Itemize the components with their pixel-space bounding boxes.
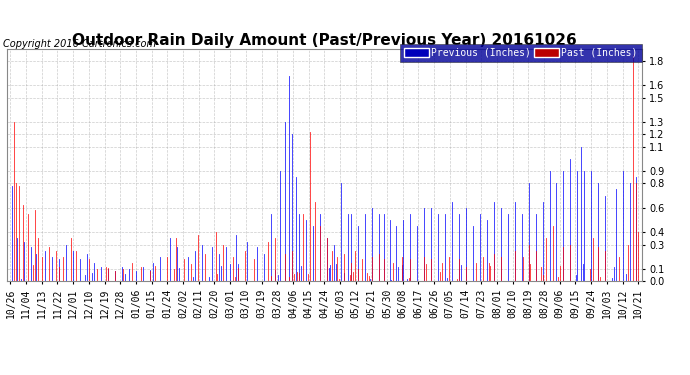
Text: Copyright 2016 Cartronics.com: Copyright 2016 Cartronics.com <box>3 39 157 50</box>
Legend: Previous (Inches), Past (Inches): Previous (Inches), Past (Inches) <box>400 44 642 62</box>
Title: Outdoor Rain Daily Amount (Past/Previous Year) 20161026: Outdoor Rain Daily Amount (Past/Previous… <box>72 33 577 48</box>
